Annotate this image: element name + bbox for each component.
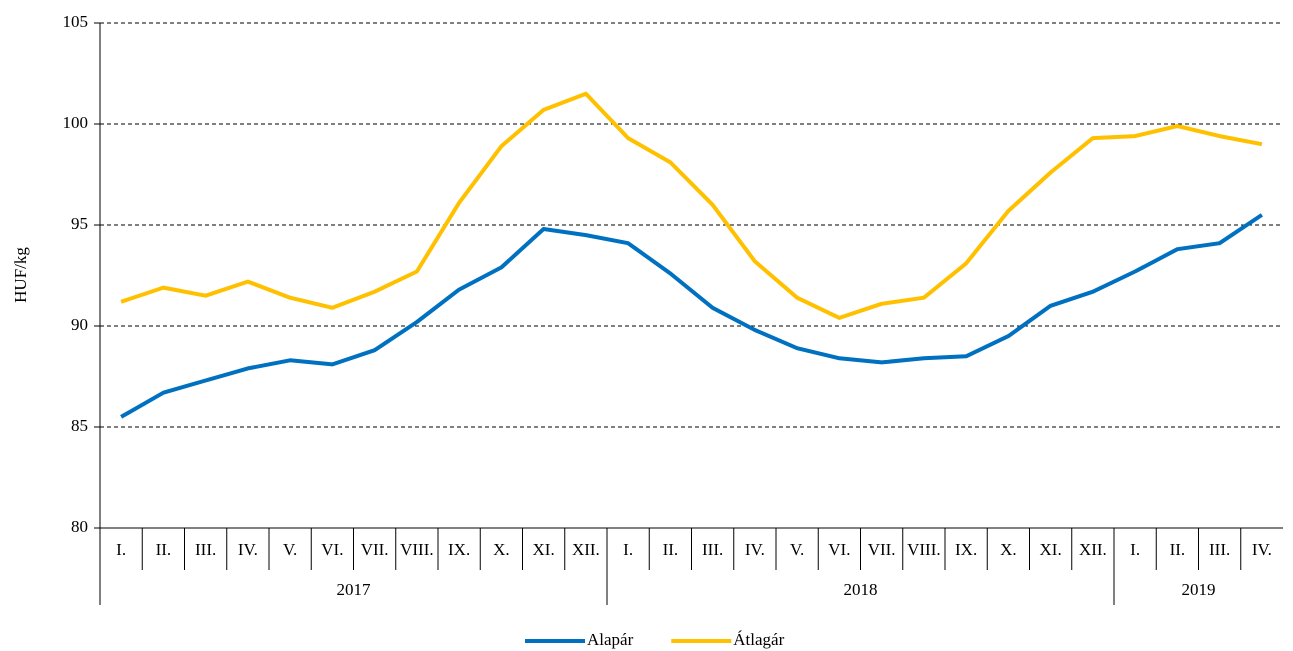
x-tick-label: IV. — [1252, 540, 1272, 559]
x-tick-label: IV. — [745, 540, 765, 559]
y-tick-label: 105 — [63, 12, 89, 31]
y-tick-label: 95 — [71, 214, 88, 233]
x-tick-label: XI. — [533, 540, 555, 559]
x-tick-label: III. — [195, 540, 216, 559]
x-tick-label: VII. — [361, 540, 389, 559]
group-label: 2018 — [844, 580, 878, 599]
x-tick-label: XI. — [1040, 540, 1062, 559]
y-axis-label: HUF/kg — [11, 247, 30, 303]
x-tick-label: IX. — [448, 540, 470, 559]
x-tick-label: V. — [790, 540, 804, 559]
x-tick-label: II. — [156, 540, 172, 559]
x-tick-label: II. — [1170, 540, 1186, 559]
x-tick-label: IV. — [238, 540, 258, 559]
x-tick-label: VI. — [321, 540, 343, 559]
x-tick-label: I. — [623, 540, 633, 559]
x-tick-label: X. — [493, 540, 510, 559]
legend-label: Átlagár — [733, 630, 784, 649]
group-label: 2019 — [1182, 580, 1216, 599]
legend-label: Alapár — [587, 630, 634, 649]
x-tick-label: VIII. — [907, 540, 941, 559]
x-tick-label: III. — [1209, 540, 1230, 559]
series-line — [120, 213, 1264, 419]
x-tick-label: I. — [116, 540, 126, 559]
x-tick-label: I. — [1130, 540, 1140, 559]
group-label: 2017 — [337, 580, 372, 599]
x-tick-label: VIII. — [400, 540, 434, 559]
x-tick-label: V. — [283, 540, 297, 559]
x-tick-label: XII. — [572, 540, 600, 559]
x-tick-label: VI. — [828, 540, 850, 559]
x-tick-label: VII. — [868, 540, 896, 559]
y-tick-label: 90 — [71, 315, 88, 334]
x-tick-label: XII. — [1079, 540, 1107, 559]
y-tick-label: 85 — [71, 416, 88, 435]
x-tick-label: II. — [663, 540, 679, 559]
y-tick-label: 100 — [63, 113, 89, 132]
y-tick-label: 80 — [71, 517, 88, 536]
x-tick-label: X. — [1000, 540, 1017, 559]
x-tick-label: III. — [702, 540, 723, 559]
series-line — [120, 91, 1263, 320]
x-tick-label: IX. — [955, 540, 977, 559]
